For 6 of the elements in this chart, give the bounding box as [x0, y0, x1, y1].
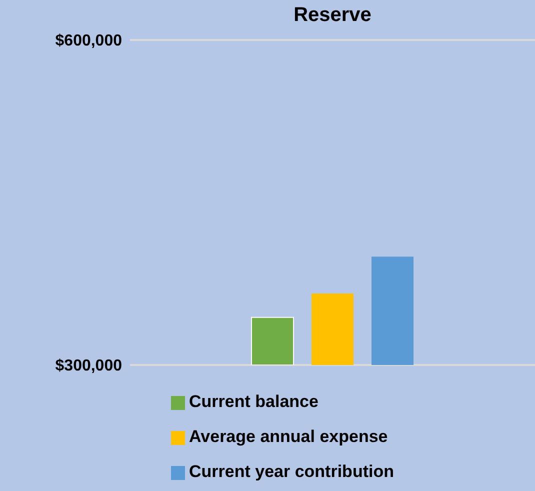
y-tick-label: $600,000 — [55, 32, 122, 50]
legend-label: Average annual expense — [189, 427, 388, 446]
y-tick-label: $300,000 — [55, 358, 122, 375]
chart-title: Reserve — [292, 4, 372, 27]
legend-label: Current year contribution — [189, 462, 394, 481]
legend-label: Current balance — [189, 392, 318, 411]
